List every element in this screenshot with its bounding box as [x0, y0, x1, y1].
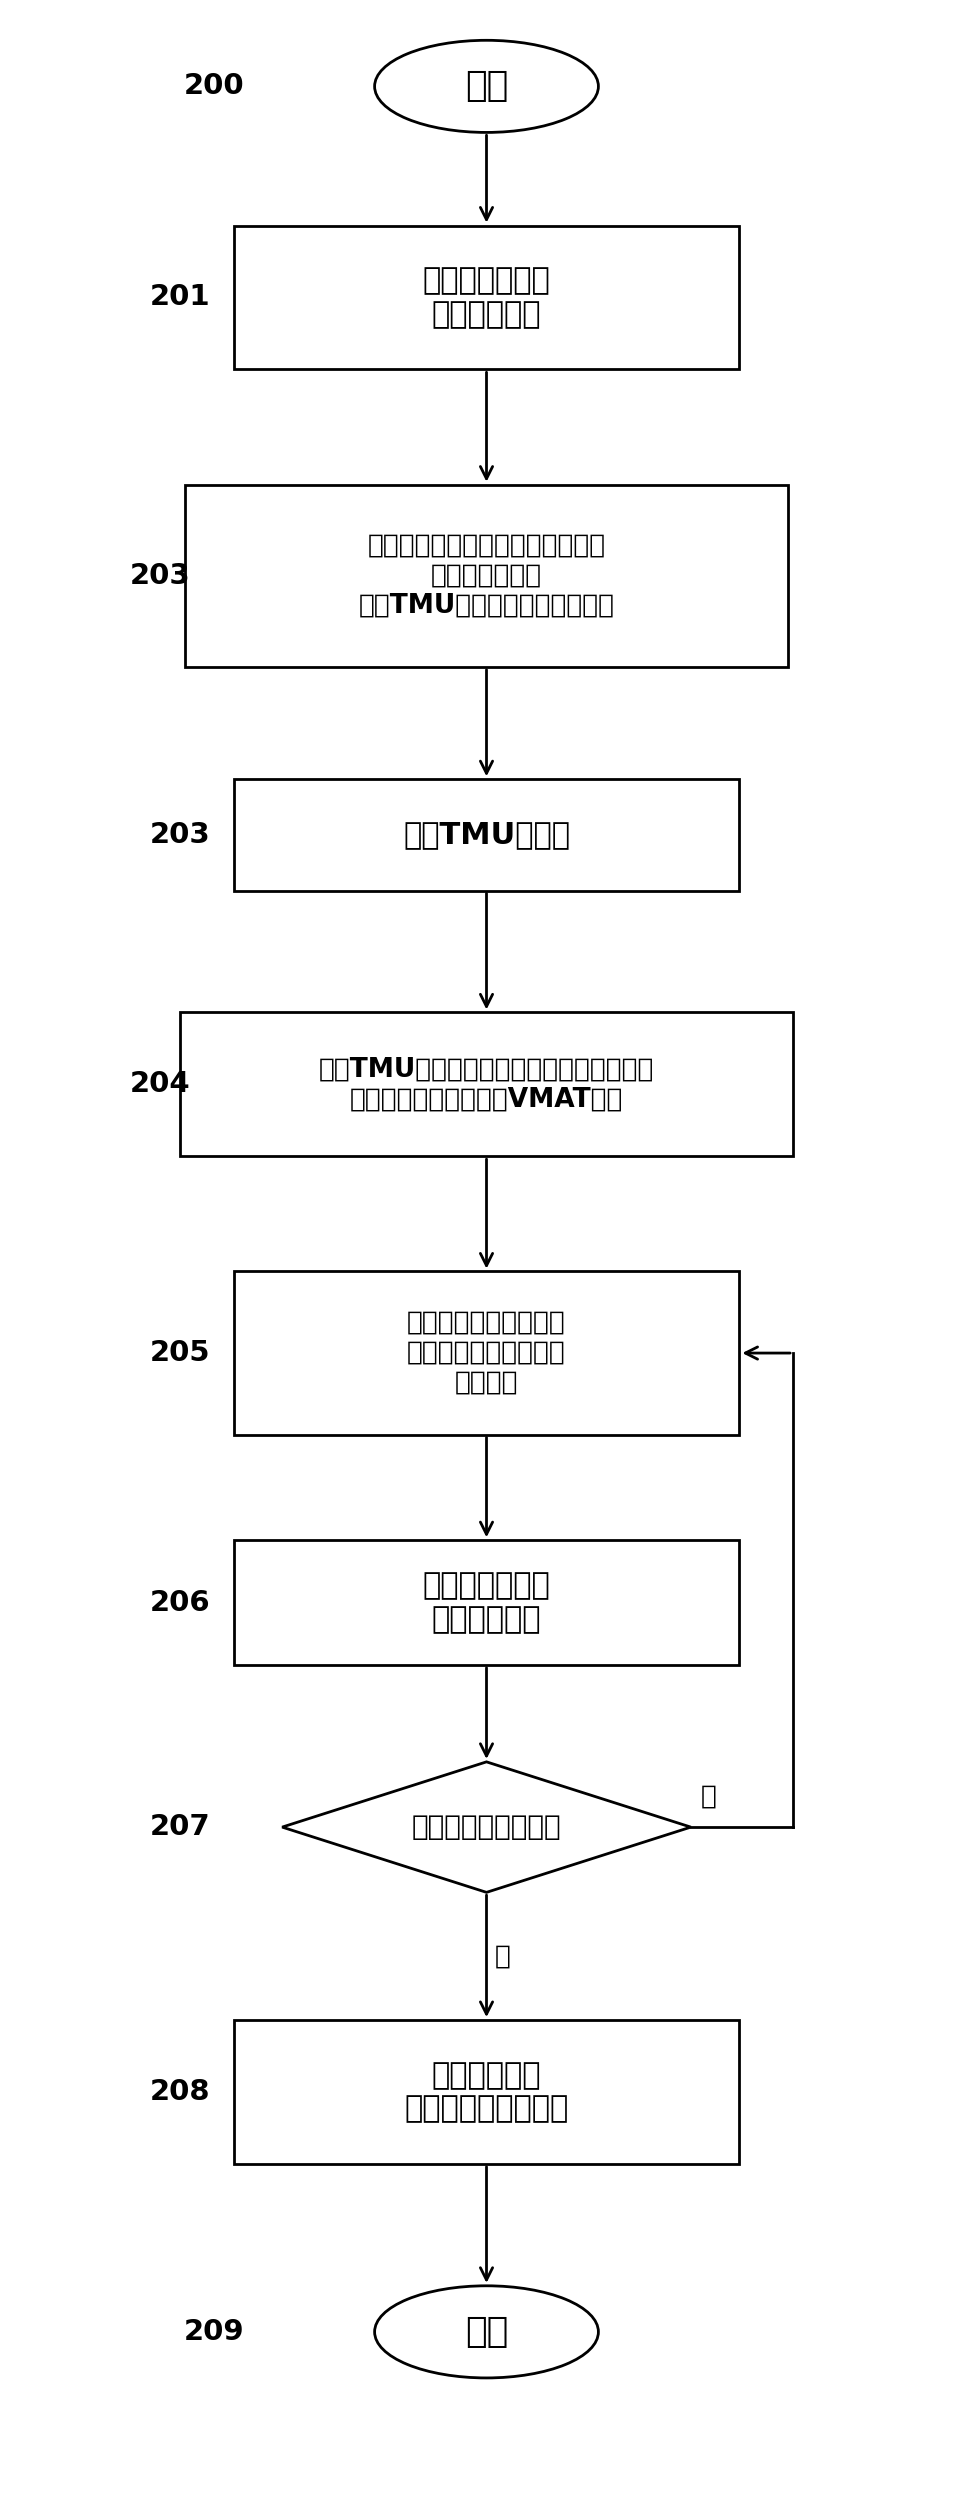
Text: 关于TMU做等分: 关于TMU做等分	[403, 821, 570, 848]
Text: 207: 207	[150, 1814, 210, 1841]
Text: 从成像扫描设备
收集影像数据: 从成像扫描设备 收集影像数据	[422, 267, 551, 329]
Text: 将计划传输到
计划验证设备做验证: 将计划传输到 计划验证设备做验证	[405, 2061, 568, 2123]
Text: 200: 200	[184, 72, 244, 100]
Bar	[234, 2021, 739, 2163]
Bar	[234, 1539, 739, 1664]
Text: 结束: 结束	[465, 2315, 508, 2348]
Text: 关于TMU的等分点随机选取满足约束条件的
参数用于生成一组初始VMAT计划: 关于TMU的等分点随机选取满足约束条件的 参数用于生成一组初始VMAT计划	[319, 1055, 654, 1113]
Text: 201: 201	[150, 284, 210, 312]
Text: 开始: 开始	[465, 70, 508, 102]
Text: 从中央处理设备收集体积轮廓数据
从用户输入设备
收集TMU、优化目标、约束条件: 从中央处理设备收集体积轮廓数据 从用户输入设备 收集TMU、优化目标、约束条件	[358, 534, 615, 619]
Text: 205: 205	[150, 1340, 210, 1367]
Bar	[180, 1013, 793, 1155]
Bar	[185, 484, 788, 666]
Text: 209: 209	[184, 2318, 244, 2345]
Text: 204: 204	[130, 1070, 191, 1098]
Text: 基于剂量网格来
计算剂量分布: 基于剂量网格来 计算剂量分布	[422, 1572, 551, 1634]
Text: 否: 否	[701, 1784, 716, 1809]
Bar	[234, 225, 739, 369]
Text: 是否满足退出条件？: 是否满足退出条件？	[412, 1814, 561, 1841]
Text: 206: 206	[150, 1589, 210, 1617]
Bar	[234, 778, 739, 891]
Bar	[234, 1272, 739, 1435]
Text: 203: 203	[130, 561, 191, 589]
Text: 在满足约束条件的条件
下使用直接优化算法来
优化计划: 在满足约束条件的条件 下使用直接优化算法来 优化计划	[407, 1310, 566, 1397]
Text: 是: 是	[494, 1944, 510, 1969]
Text: 208: 208	[150, 2078, 210, 2106]
Text: 203: 203	[150, 821, 210, 848]
